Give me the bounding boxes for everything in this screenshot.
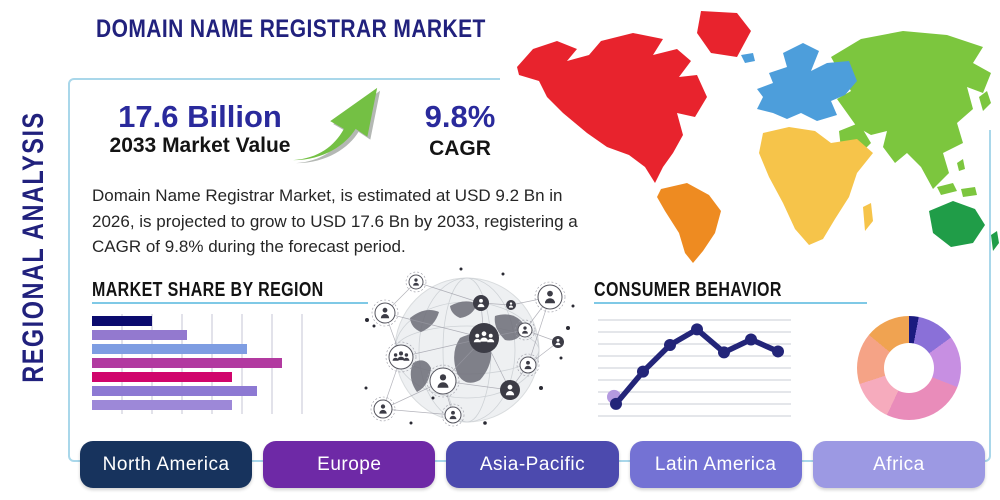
region-button-north-america[interactable]: North America	[80, 441, 253, 488]
bar-6	[92, 386, 257, 396]
network-node-3	[426, 364, 460, 398]
bar-3	[92, 344, 247, 354]
cagr-label: CAGR	[429, 137, 491, 160]
line-point-6	[745, 333, 757, 346]
network-node-5	[405, 271, 427, 293]
network-node-2	[385, 341, 417, 373]
donut-hole	[884, 343, 934, 393]
network-node-10	[552, 336, 564, 348]
region-button-africa[interactable]: Africa	[812, 441, 986, 488]
network-node-6	[473, 295, 489, 311]
market-share-section-title: MARKET SHARE BY REGION	[92, 279, 324, 301]
network-node-14	[441, 403, 465, 427]
side-title-text: REGIONAL ANALYSIS	[17, 111, 50, 383]
consumer-behavior-title-rule	[594, 302, 867, 304]
map-region-africa	[759, 127, 873, 245]
map-region-madagascar	[863, 203, 873, 231]
line-point-2	[637, 365, 649, 378]
bar-4	[92, 358, 282, 368]
market-share-title-rule	[92, 302, 368, 304]
bar-7	[92, 400, 232, 410]
network-node-11	[516, 353, 540, 377]
region-button-latin-america[interactable]: Latin America	[629, 441, 802, 488]
network-node-12	[500, 380, 520, 400]
map-region-iceland	[741, 53, 755, 63]
page-title: DOMAIN NAME REGISTRAR MARKET	[96, 15, 486, 43]
network-node-1	[371, 299, 399, 327]
line-point-7	[772, 345, 784, 358]
consumer-behavior-section-title: CONSUMER BEHAVIOR	[594, 279, 782, 301]
bar-1	[92, 316, 152, 326]
world-map	[517, 11, 999, 263]
bar-5	[92, 372, 232, 382]
market-description: Domain Name Registrar Market, is estimat…	[92, 186, 578, 256]
network-node-7	[506, 300, 516, 310]
consumer-behavior-line-chart	[598, 319, 791, 417]
market-value-stat: 17.6 Billion	[118, 99, 282, 134]
map-region-philippines	[957, 159, 965, 171]
region-donut-chart	[857, 316, 961, 420]
map-region-europe	[757, 43, 857, 121]
bar-2	[92, 330, 187, 340]
map-region-asia	[831, 31, 991, 189]
growth-arrow-icon	[293, 87, 381, 164]
side-title-regional-analysis: REGIONAL ANALYSIS	[17, 81, 59, 421]
map-region-greenland	[697, 11, 751, 57]
network-node-13	[469, 323, 499, 353]
network-node-9	[514, 319, 536, 341]
map-region-indonesia	[937, 183, 977, 197]
region-button-europe[interactable]: Europe	[263, 441, 436, 488]
map-region-new-zealand	[991, 231, 999, 251]
map-region-japan	[979, 91, 991, 111]
globe-network-graphic	[364, 267, 575, 427]
line-point-3	[664, 339, 676, 351]
line-point-4	[691, 323, 703, 336]
line-point-5	[718, 346, 730, 359]
region-button-asia-pacific[interactable]: Asia-Pacific	[446, 441, 619, 488]
map-region-australia	[929, 201, 985, 247]
map-region-north-america	[517, 33, 707, 183]
market-share-bar-chart	[92, 314, 303, 414]
map-region-south-america	[657, 183, 721, 263]
line-point-1	[610, 397, 622, 410]
region-button-row: North America Europe Asia-Pacific Latin …	[80, 441, 986, 488]
market-value-label: 2033 Market Value	[109, 134, 291, 157]
network-node-8	[534, 281, 566, 313]
cagr-stat: 9.8%	[424, 99, 496, 134]
network-node-4	[370, 396, 396, 422]
